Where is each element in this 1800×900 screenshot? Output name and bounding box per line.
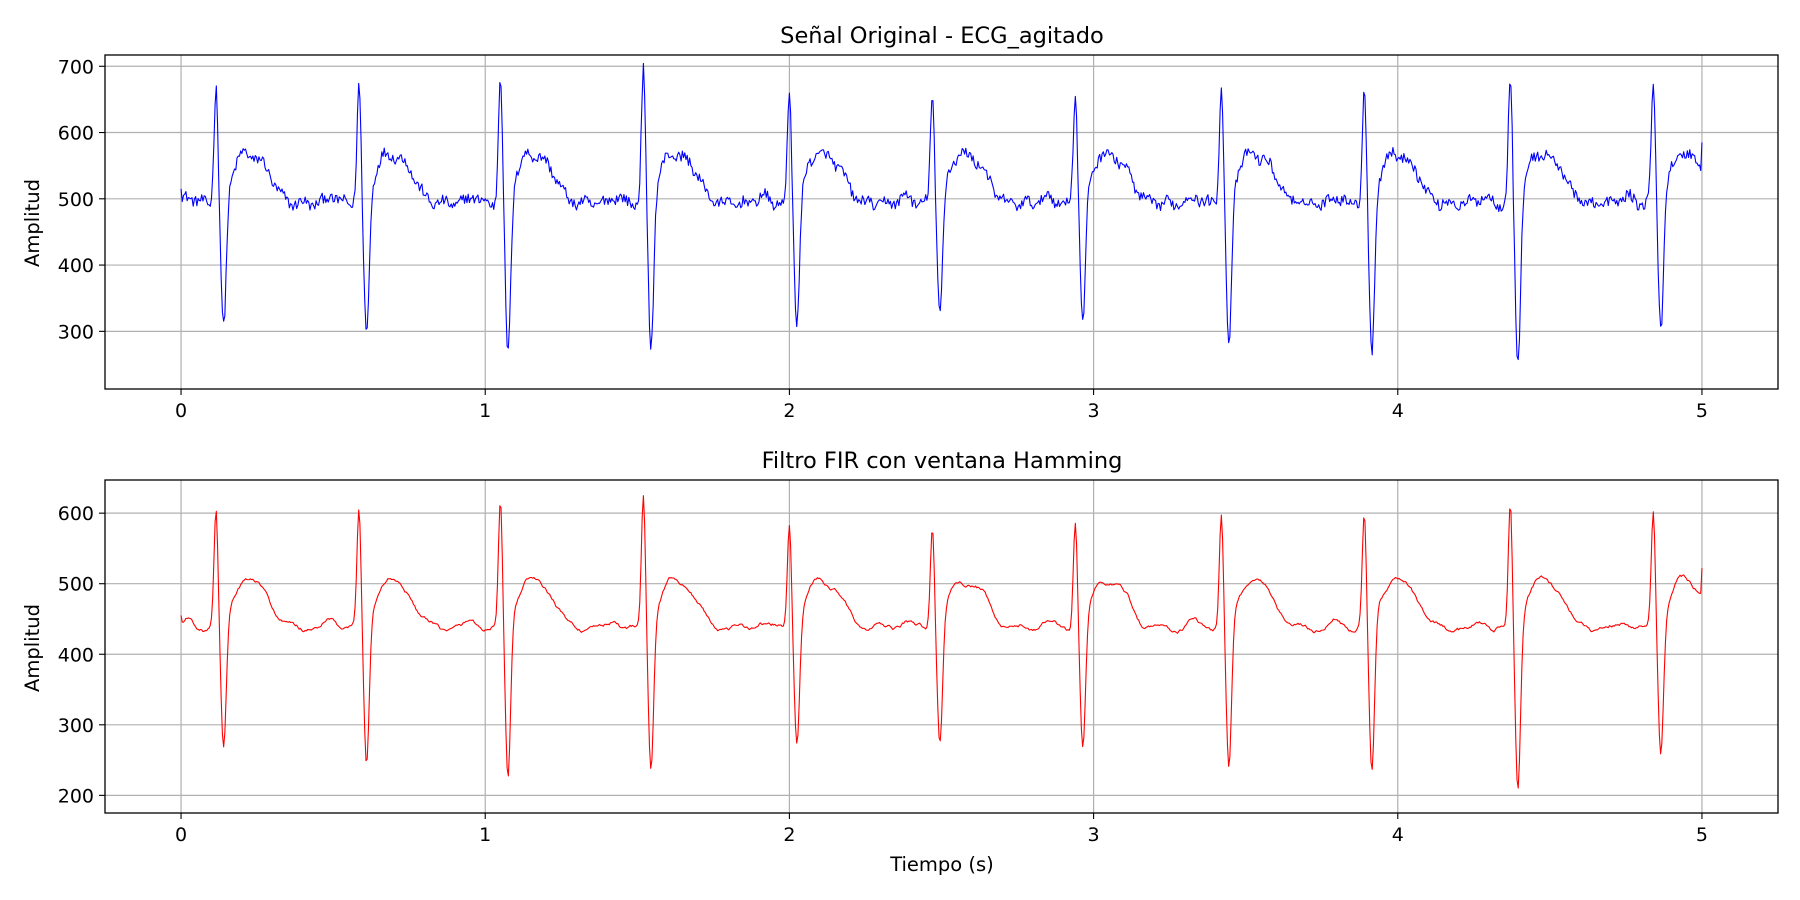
- panel-filtered-signal: Filtro FIR con ventana Hamming Amplitud …: [21, 448, 1779, 876]
- y-tick-label: 500: [58, 189, 94, 211]
- x-tick-label: 4: [1392, 824, 1404, 846]
- y-tick-label: 400: [58, 255, 94, 277]
- y-tick-label: 400: [58, 644, 94, 666]
- x-tick-label: 5: [1696, 824, 1708, 846]
- x-tick-label: 2: [783, 824, 795, 846]
- x-tick-label: 0: [175, 824, 187, 846]
- x-tick-label: 0: [175, 400, 187, 422]
- x-tick-label: 5: [1696, 400, 1708, 422]
- x-tick-label: 3: [1088, 824, 1100, 846]
- y-tick-label: 200: [58, 785, 94, 807]
- axes-frame: [104, 54, 1779, 390]
- y-tick-label: 300: [58, 321, 94, 343]
- chart-title-filtered: Filtro FIR con ventana Hamming: [762, 448, 1123, 474]
- x-tick-label: 4: [1392, 400, 1404, 422]
- x-tick-label: 1: [479, 824, 491, 846]
- y-tick-label: 600: [58, 503, 94, 525]
- chart-title-original: Señal Original - ECG_agitado: [780, 23, 1104, 49]
- panel-original-signal: Señal Original - ECG_agitado Amplitud 0 1…: [21, 23, 1779, 422]
- x-axis-label: Tiempo (s): [889, 853, 994, 876]
- y-tick-label: 300: [58, 715, 94, 737]
- y-axis-label-original: Amplitud: [21, 179, 44, 267]
- y-tick-label: 700: [58, 56, 94, 78]
- x-tick-label: 1: [479, 400, 491, 422]
- x-tick-label: 2: [783, 400, 795, 422]
- axes-frame: [104, 479, 1779, 814]
- series-line-original: [180, 62, 1703, 361]
- y-tick-label: 600: [58, 123, 94, 145]
- x-tick-label: 3: [1088, 400, 1100, 422]
- series-line-filtered: [180, 495, 1703, 789]
- y-axis-label-filtered: Amplitud: [21, 604, 44, 692]
- y-tick-label: 500: [58, 574, 94, 596]
